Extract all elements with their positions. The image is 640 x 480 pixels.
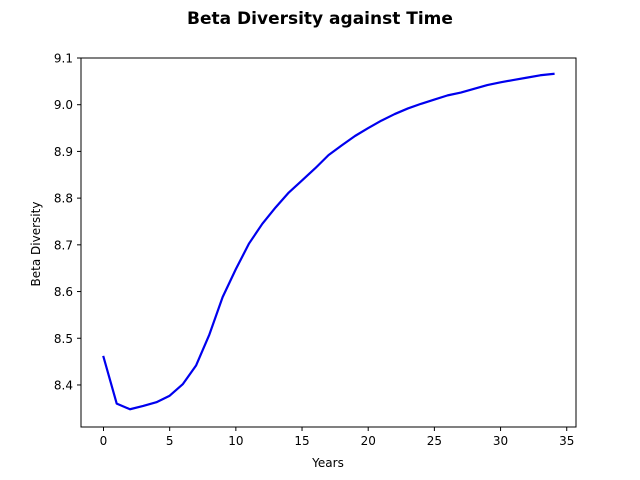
y-tick-label: 8.7 xyxy=(54,238,73,252)
y-tick-label: 8.9 xyxy=(54,145,73,159)
x-tick-label: 15 xyxy=(294,434,309,448)
y-axis: 8.4 8.5 8.6 8.7 8.8 8.9 9.0 9.1 xyxy=(54,52,81,392)
plot-area xyxy=(80,57,577,428)
plot-frame xyxy=(80,57,577,428)
y-tick-label: 8.5 xyxy=(54,332,73,346)
y-tick-label: 8.6 xyxy=(54,285,73,299)
x-tick-label: 5 xyxy=(166,434,174,448)
x-tick-label: 25 xyxy=(427,434,442,448)
x-tick-label: 20 xyxy=(361,434,376,448)
x-tick-label: 10 xyxy=(228,434,243,448)
y-tick-label: 9.0 xyxy=(54,98,73,112)
chart-title: Beta Diversity against Time xyxy=(187,9,453,29)
y-tick-label: 8.8 xyxy=(54,192,73,206)
y-axis-label: Beta Diversity xyxy=(29,202,43,287)
x-axis: 0 5 10 15 20 25 30 35 xyxy=(100,427,574,448)
x-tick-label: 0 xyxy=(100,434,108,448)
y-tick-label: 8.4 xyxy=(54,378,73,392)
x-tick-label: 35 xyxy=(559,434,574,448)
x-tick-label: 30 xyxy=(493,434,508,448)
series-line-0 xyxy=(102,72,555,411)
y-tick-label: 9.1 xyxy=(54,52,73,66)
x-axis-label: Years xyxy=(311,456,344,470)
